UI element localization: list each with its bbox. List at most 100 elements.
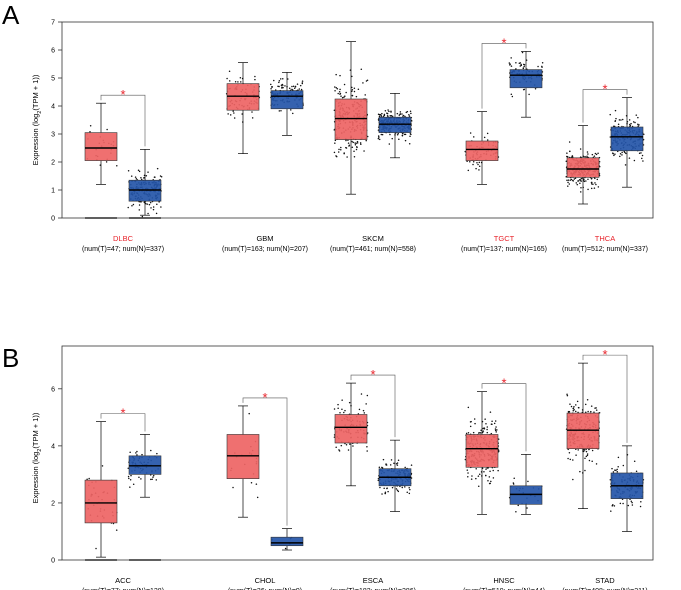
data-point [641, 157, 643, 160]
data-point [591, 153, 594, 156]
data-point [135, 177, 138, 180]
data-point [572, 180, 574, 182]
data-point [395, 488, 398, 490]
data-point [628, 119, 631, 121]
data-point [492, 477, 495, 479]
data-point [345, 443, 348, 446]
data-point [637, 125, 639, 127]
significance-star: * [602, 347, 607, 362]
data-point [398, 138, 400, 140]
data-point [341, 399, 343, 401]
panel-label-a: A [2, 0, 20, 30]
significance-star: * [120, 406, 125, 421]
data-point [566, 152, 568, 154]
data-point [89, 130, 91, 133]
data-point [478, 473, 481, 475]
category-sample-count: (num(T)=163; num(N)=207) [222, 246, 308, 253]
data-point [510, 65, 513, 67]
data-point [572, 407, 574, 410]
data-point [491, 423, 493, 426]
normal-box [270, 536, 304, 547]
data-point [575, 182, 578, 184]
data-point [340, 444, 343, 447]
data-point [467, 169, 470, 172]
normal-box [128, 455, 162, 475]
data-point [495, 426, 497, 428]
data-point [406, 110, 409, 113]
data-point [406, 491, 408, 493]
data-point [409, 132, 412, 135]
data-point [354, 142, 356, 144]
data-point [492, 469, 494, 472]
data-point [137, 169, 140, 171]
data-point [572, 410, 574, 412]
category-sample-count: (num(T)=36; num(N)=9) [228, 588, 302, 590]
data-point [573, 406, 575, 408]
data-point [575, 410, 577, 413]
significance-star: * [501, 35, 506, 50]
data-point [628, 157, 631, 159]
data-point [291, 88, 293, 91]
data-point [567, 457, 569, 460]
data-point [387, 490, 389, 493]
data-point [282, 84, 284, 86]
data-point [364, 94, 366, 96]
data-point [355, 95, 358, 98]
data-point [233, 117, 236, 119]
data-point [156, 167, 159, 170]
data-point [280, 84, 283, 87]
data-point [477, 485, 480, 488]
data-point [523, 65, 525, 68]
data-point [479, 432, 481, 434]
data-point [569, 403, 571, 405]
data-point [353, 156, 356, 158]
category-label: THCA [595, 234, 615, 243]
data-point [383, 114, 386, 117]
category-sample-count: (num(T)=461; num(N)=558) [330, 246, 416, 253]
data-point [232, 110, 234, 112]
y-tick-label: 4 [51, 443, 55, 450]
data-point [573, 178, 576, 180]
category-label: ESCA [363, 576, 383, 585]
y-axis-label-b: Expression (log2(TPM + 1)) [31, 412, 43, 503]
data-point [640, 152, 642, 154]
y-tick-label: 5 [51, 76, 55, 83]
plot-frame [61, 21, 654, 219]
data-point [569, 179, 572, 181]
data-point [570, 178, 573, 181]
data-point [576, 400, 579, 403]
data-point [515, 62, 517, 64]
group-skcm: SKCM (num(T)=461; num(N)=558) [330, 41, 416, 253]
data-point [631, 504, 634, 506]
data-point [496, 429, 498, 431]
data-point [393, 462, 395, 465]
data-point [624, 164, 627, 166]
data-point [568, 410, 571, 413]
data-point [229, 114, 232, 116]
data-point [469, 160, 471, 163]
data-point [487, 479, 489, 482]
data-point [621, 154, 623, 156]
data-point [337, 407, 339, 409]
data-point [616, 470, 619, 473]
data-point [515, 510, 517, 513]
data-point [337, 151, 340, 153]
data-point [579, 148, 582, 150]
data-point [475, 468, 477, 470]
data-point [566, 393, 568, 395]
data-point [614, 153, 616, 155]
tumor-box [226, 434, 260, 479]
data-point [351, 90, 353, 92]
data-point [366, 394, 369, 397]
data-point [480, 429, 482, 431]
data-point [571, 156, 574, 158]
data-point [150, 207, 152, 209]
data-point [486, 428, 488, 431]
data-point [281, 86, 283, 88]
data-point [408, 492, 411, 495]
data-point [494, 420, 497, 422]
data-point [378, 115, 381, 118]
data-point [482, 430, 485, 432]
data-point [616, 468, 618, 471]
data-point [377, 113, 380, 115]
